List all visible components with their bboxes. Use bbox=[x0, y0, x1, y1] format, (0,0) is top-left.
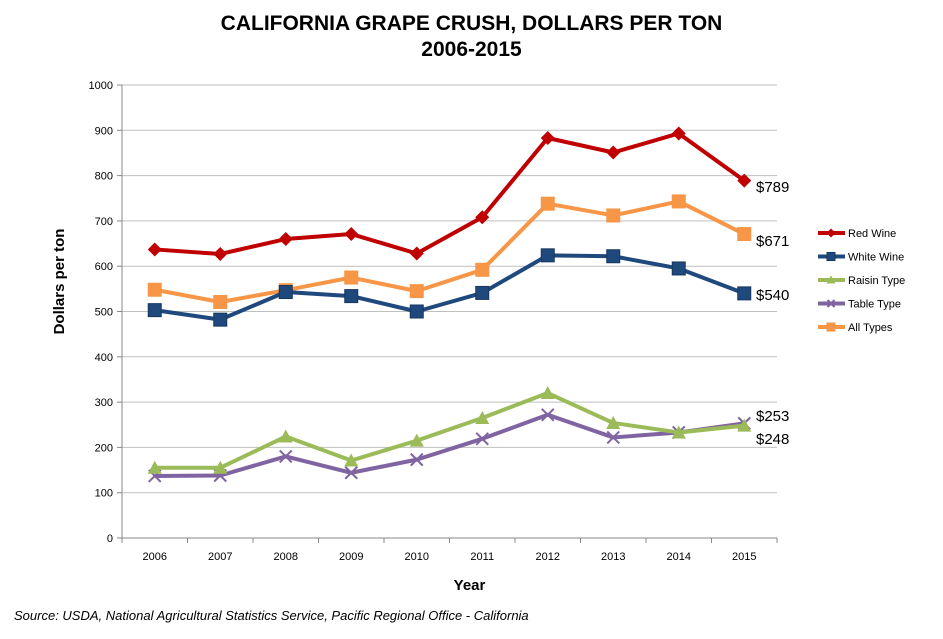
data-point bbox=[147, 303, 162, 318]
legend-label: All Types bbox=[848, 322, 893, 334]
data-point bbox=[278, 285, 293, 300]
data-point bbox=[606, 430, 620, 445]
data-point bbox=[475, 410, 490, 424]
legend-label: White Wine bbox=[848, 252, 904, 264]
line-chart: 0 100 200 300 400 500 600 700 800 900 1000 2006 2007… bbox=[51, 80, 905, 594]
x-tick-label: 2014 bbox=[667, 551, 691, 563]
series-line bbox=[154, 131, 746, 256]
data-point bbox=[213, 460, 228, 474]
y-tick-label: 300 bbox=[95, 397, 113, 409]
legend-marker bbox=[826, 228, 836, 238]
x-tick-label: 2015 bbox=[732, 551, 756, 563]
legend-label: Raisin Type bbox=[848, 275, 905, 287]
legend-marker bbox=[826, 275, 836, 284]
data-point bbox=[344, 466, 358, 480]
data-point bbox=[671, 425, 686, 439]
y-tick-label: 400 bbox=[95, 352, 113, 364]
y-tick-label: 900 bbox=[95, 125, 113, 137]
y-tick-label: 500 bbox=[95, 307, 113, 319]
y-tick-label: 800 bbox=[95, 171, 113, 183]
data-label: $253 bbox=[756, 408, 789, 425]
data-point bbox=[278, 429, 293, 443]
data-point bbox=[671, 261, 686, 276]
source-note: Source: USDA, National Agricultural Stat… bbox=[14, 608, 529, 623]
x-tick-label: 2010 bbox=[405, 551, 429, 563]
data-point bbox=[737, 286, 752, 301]
y-tick-label: 700 bbox=[95, 216, 113, 228]
data-point bbox=[737, 227, 752, 242]
x-tick-label: 2011 bbox=[470, 551, 494, 563]
data-point bbox=[737, 173, 752, 188]
data-point bbox=[475, 262, 490, 277]
data-point bbox=[540, 196, 555, 211]
data-point bbox=[671, 194, 686, 209]
data-point bbox=[409, 433, 424, 447]
data-point bbox=[213, 246, 228, 261]
legend-label: Red Wine bbox=[848, 228, 896, 240]
data-point bbox=[147, 282, 162, 297]
series-table-type bbox=[148, 408, 751, 483]
data-label: $671 bbox=[756, 233, 789, 250]
data-point bbox=[344, 453, 359, 467]
series-line bbox=[154, 199, 746, 304]
legend-marker bbox=[826, 322, 836, 332]
y-axis-title: Dollars per ton bbox=[51, 229, 68, 335]
data-point bbox=[475, 210, 490, 225]
data-point bbox=[344, 227, 359, 242]
data-point bbox=[606, 145, 621, 160]
data-point bbox=[147, 460, 162, 474]
data-point bbox=[410, 452, 424, 467]
x-tick-label: 2006 bbox=[143, 551, 167, 563]
data-point bbox=[213, 294, 228, 309]
series-line bbox=[154, 391, 745, 470]
series-raisin-type bbox=[147, 386, 752, 474]
x-tick-label: 2012 bbox=[536, 551, 560, 563]
data-point bbox=[409, 284, 424, 299]
data-label: $540 bbox=[756, 287, 789, 304]
data-point bbox=[606, 415, 621, 429]
series-white-wine bbox=[147, 248, 752, 327]
x-tick-label: 2009 bbox=[339, 551, 363, 563]
data-point bbox=[278, 232, 293, 247]
series-line bbox=[154, 412, 745, 478]
chart-subtitle: 2006-2015 bbox=[421, 38, 522, 61]
x-tick-label: 2007 bbox=[208, 551, 232, 563]
data-point bbox=[540, 386, 555, 400]
series-line bbox=[154, 253, 745, 322]
data-point bbox=[213, 312, 228, 327]
legend-marker bbox=[826, 299, 836, 308]
y-tick-label: 100 bbox=[95, 488, 113, 500]
data-point bbox=[606, 249, 621, 264]
x-axis-title: Year bbox=[454, 577, 486, 594]
data-point bbox=[540, 248, 555, 263]
data-point bbox=[475, 285, 490, 300]
y-tick-label: 600 bbox=[95, 261, 113, 273]
data-point bbox=[344, 270, 359, 285]
legend-marker bbox=[826, 252, 836, 261]
y-tick-label: 1000 bbox=[89, 80, 113, 92]
y-tick-label: 200 bbox=[95, 442, 113, 454]
data-point bbox=[540, 131, 555, 146]
y-tick-label: 0 bbox=[107, 533, 113, 545]
data-point bbox=[541, 408, 555, 422]
data-point bbox=[147, 242, 162, 257]
x-tick-label: 2008 bbox=[274, 551, 298, 563]
legend-label: Table Type bbox=[848, 299, 901, 311]
chart-title: CALIFORNIA GRAPE CRUSH, DOLLARS PER TON bbox=[220, 12, 723, 35]
data-point bbox=[344, 289, 359, 304]
data-point bbox=[475, 432, 489, 446]
data-point bbox=[409, 304, 424, 319]
data-point bbox=[606, 208, 621, 223]
series-red-wine bbox=[147, 126, 752, 261]
x-tick-label: 2013 bbox=[601, 551, 625, 563]
data-point bbox=[671, 126, 686, 141]
data-point bbox=[409, 246, 424, 261]
data-point bbox=[737, 418, 752, 432]
legend: Red Wine White Wine Raisin Type Table Type A… bbox=[818, 228, 905, 334]
data-point bbox=[279, 449, 293, 464]
data-label: $248 bbox=[756, 431, 789, 448]
data-label: $789 bbox=[756, 179, 789, 196]
